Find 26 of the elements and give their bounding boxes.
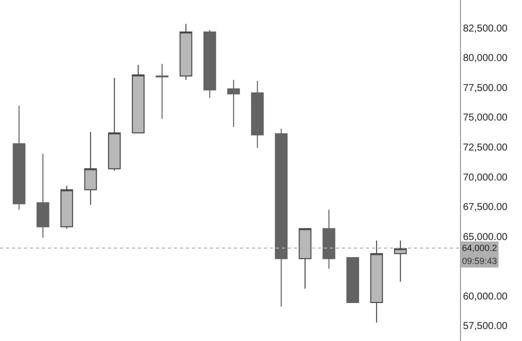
candlestick	[274, 128, 288, 308]
candlestick	[84, 131, 97, 206]
candlestick	[36, 153, 50, 238]
candlestick	[322, 209, 336, 270]
y-tick-label: 57,500.00	[463, 321, 508, 332]
candlestick	[251, 80, 264, 148]
y-tick-label: 70,000.00	[463, 172, 508, 184]
y-tick-label: 67,500.00	[463, 202, 508, 213]
candlestick	[132, 64, 145, 134]
y-tick-label: 82,500.00	[463, 23, 508, 34]
y-tick-label: 65,000.00	[463, 232, 508, 243]
candlestick	[60, 185, 74, 230]
candlestick	[180, 23, 192, 80]
y-tick-label: 60,000.00	[463, 291, 508, 302]
y-tick-label: 77,500.00	[463, 82, 508, 94]
candlestick	[156, 63, 168, 120]
y-tick-label: 75,000.00	[463, 112, 508, 124]
y-tick-label: 80,000.00	[463, 53, 508, 64]
y-tick-label: 72,500.00	[463, 142, 508, 154]
candlestick	[108, 77, 121, 172]
candlestick	[12, 105, 26, 210]
ref-line-label: 64,000.2	[462, 243, 498, 253]
candlestick	[346, 257, 360, 304]
candlestick	[203, 29, 216, 98]
text: 09:59:43	[462, 256, 498, 266]
candlestick	[227, 79, 240, 128]
